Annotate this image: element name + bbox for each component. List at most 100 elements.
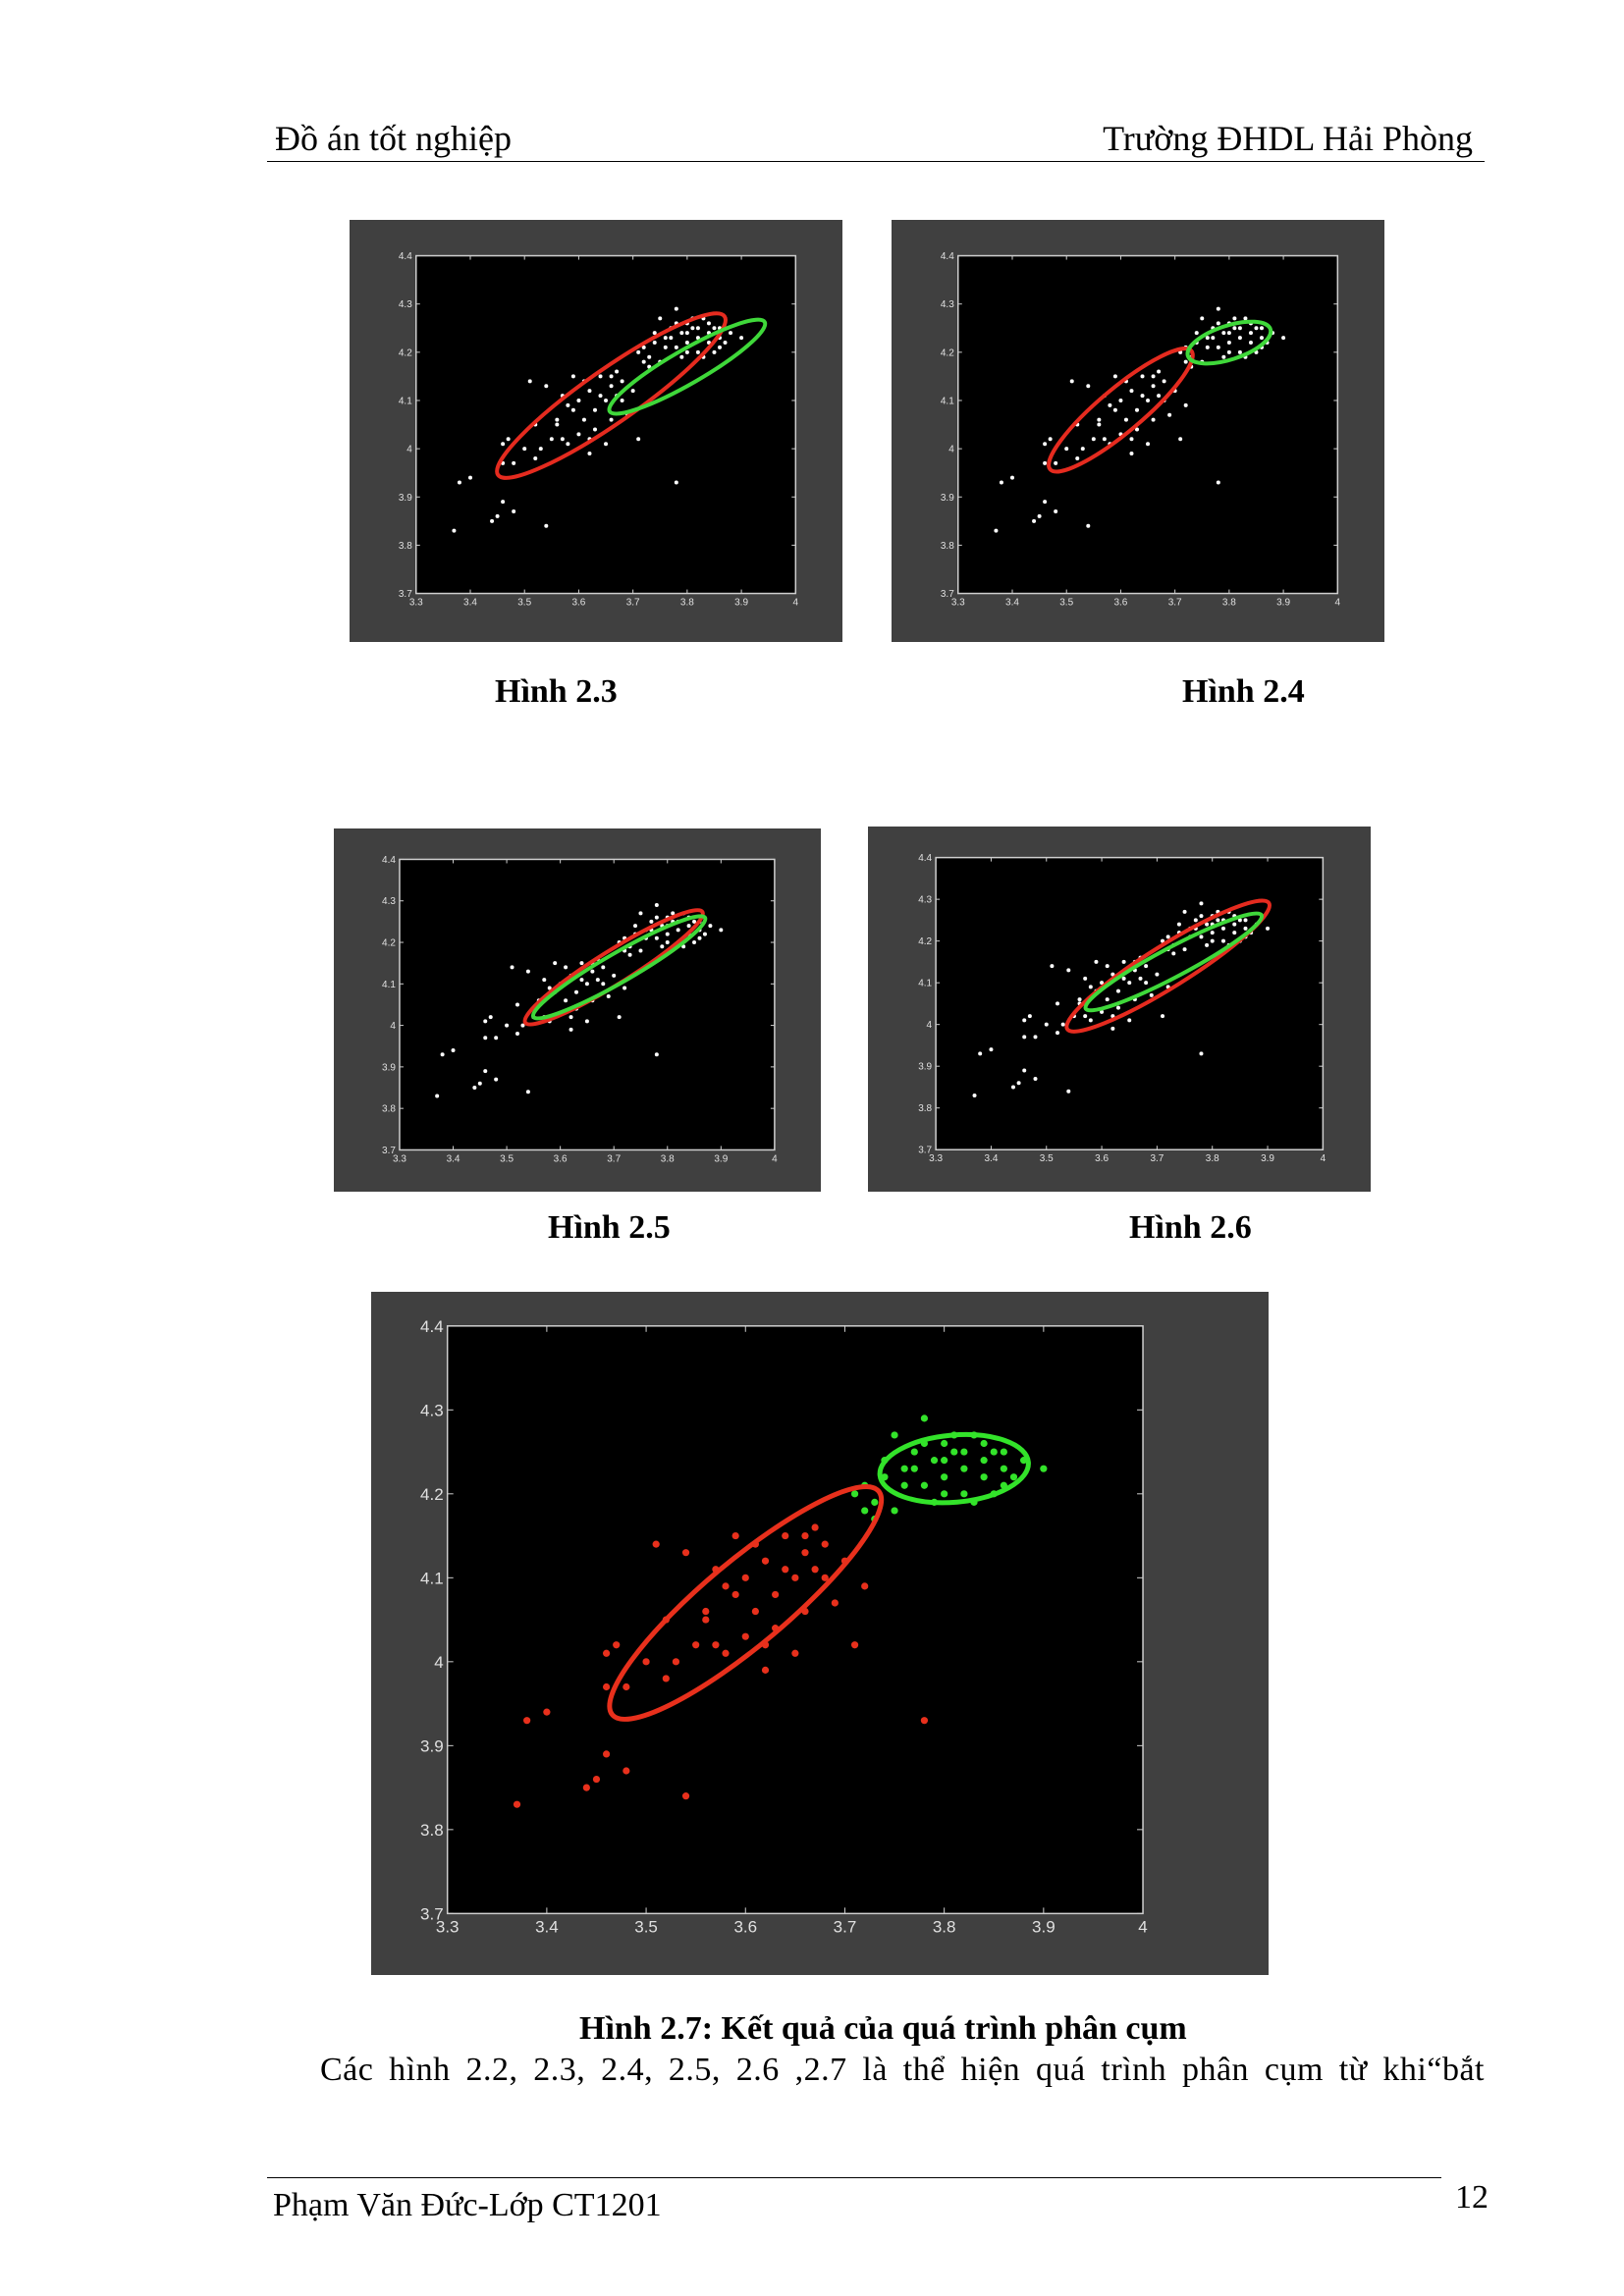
header-right: Trường ĐHDL Hải Phòng <box>1103 119 1473 158</box>
data-point <box>1237 349 1242 354</box>
data-point <box>630 389 635 394</box>
data-point <box>1200 316 1205 321</box>
data-point <box>1083 976 1088 981</box>
data-point <box>1232 922 1237 927</box>
data-point <box>1083 1014 1088 1019</box>
data-point <box>602 1682 611 1691</box>
data-point <box>483 1069 488 1074</box>
data-point <box>1115 1005 1120 1010</box>
data-point <box>490 518 495 523</box>
data-point <box>501 500 506 505</box>
data-point <box>1216 306 1220 311</box>
data-point <box>920 1415 929 1422</box>
data-point <box>522 447 527 452</box>
y-tick-label: 4.3 <box>399 299 412 310</box>
data-point <box>553 961 558 966</box>
x-tick-label: 3.7 <box>607 1153 621 1164</box>
data-point <box>1129 437 1134 442</box>
data-point <box>1178 437 1183 442</box>
data-point <box>1216 345 1220 349</box>
data-point <box>1009 475 1014 480</box>
data-point <box>440 1052 445 1057</box>
data-point <box>649 919 654 924</box>
data-point <box>1248 341 1253 346</box>
data-point <box>544 384 549 389</box>
data-point <box>601 982 606 987</box>
data-point <box>1194 331 1199 336</box>
data-point <box>791 1574 799 1581</box>
data-point <box>741 1574 749 1581</box>
data-point <box>702 932 707 936</box>
data-point <box>1266 926 1271 931</box>
data-point <box>612 973 617 978</box>
data-point <box>555 417 560 422</box>
y-tick-label: 4.1 <box>941 396 954 406</box>
data-point <box>821 1540 829 1548</box>
data-point <box>1094 959 1099 964</box>
y-tick-label: 3.7 <box>382 1146 396 1156</box>
data-point <box>560 437 565 442</box>
data-point <box>960 1490 968 1498</box>
data-point <box>1162 379 1166 384</box>
data-point <box>1237 336 1242 341</box>
data-point <box>1221 331 1226 336</box>
data-point <box>718 345 723 349</box>
data-point <box>620 398 624 402</box>
data-point <box>672 1658 680 1666</box>
data-point <box>609 384 614 389</box>
data-point <box>1216 918 1220 923</box>
data-point <box>920 1481 929 1489</box>
data-point <box>1129 389 1134 394</box>
data-point <box>1205 942 1210 947</box>
y-tick-label: 4.1 <box>399 396 412 406</box>
x-tick-label: 3.3 <box>393 1153 406 1164</box>
data-point <box>1149 992 1154 997</box>
figure-2-4-plot: 3.3 3.4 3.5 3.6 3.7 3.8 3.9 4 4.4 4.3 4.2 4.1 4 3.9 3.… <box>941 251 1341 609</box>
x-tick-label: 3.9 <box>734 598 748 609</box>
data-point <box>674 345 678 349</box>
data-point <box>513 1800 521 1808</box>
data-point <box>676 928 680 933</box>
data-point <box>960 1448 968 1456</box>
data-point <box>579 961 584 966</box>
data-point <box>652 331 657 336</box>
data-point <box>980 1473 988 1481</box>
x-tick-label: 3.5 <box>634 1917 658 1936</box>
data-point <box>861 1582 869 1590</box>
data-point <box>1048 437 1053 442</box>
data-point <box>598 394 603 399</box>
data-point <box>1243 918 1248 923</box>
y-tick-label: 4.2 <box>941 347 954 358</box>
data-point <box>950 1448 958 1456</box>
data-point <box>1146 442 1151 447</box>
data-point <box>1033 1035 1038 1040</box>
data-point <box>731 1531 739 1540</box>
y-tick-label: 4 <box>948 445 954 455</box>
data-point <box>604 398 609 402</box>
data-point <box>1060 1022 1065 1027</box>
data-point <box>1069 379 1074 384</box>
data-point <box>627 952 632 957</box>
cluster-ellipse <box>530 914 708 1021</box>
data-point <box>1043 442 1048 447</box>
x-tick-label: 3.6 <box>1095 1153 1109 1164</box>
data-point <box>477 1081 482 1086</box>
data-point <box>972 1093 977 1097</box>
data-point <box>891 1431 898 1439</box>
data-point <box>1243 316 1248 321</box>
figure-2-4: 3.3 3.4 3.5 3.6 3.7 3.8 3.9 4 4.4 4.3 4.2 4.1 4 3.9 3.… <box>892 220 1384 642</box>
data-point <box>1205 922 1210 927</box>
data-point <box>641 345 646 349</box>
y-tick-label: 4 <box>390 1021 396 1032</box>
data-point <box>1151 374 1156 379</box>
data-point <box>871 1498 879 1506</box>
data-point <box>1151 417 1156 422</box>
data-point <box>652 1540 660 1548</box>
data-point <box>587 389 592 394</box>
data-point <box>512 509 516 514</box>
data-point <box>1112 374 1117 379</box>
y-tick-label: 3.9 <box>382 1062 396 1073</box>
cluster-ellipse <box>1185 319 1273 366</box>
data-point <box>731 1590 739 1599</box>
data-point <box>488 1015 493 1020</box>
